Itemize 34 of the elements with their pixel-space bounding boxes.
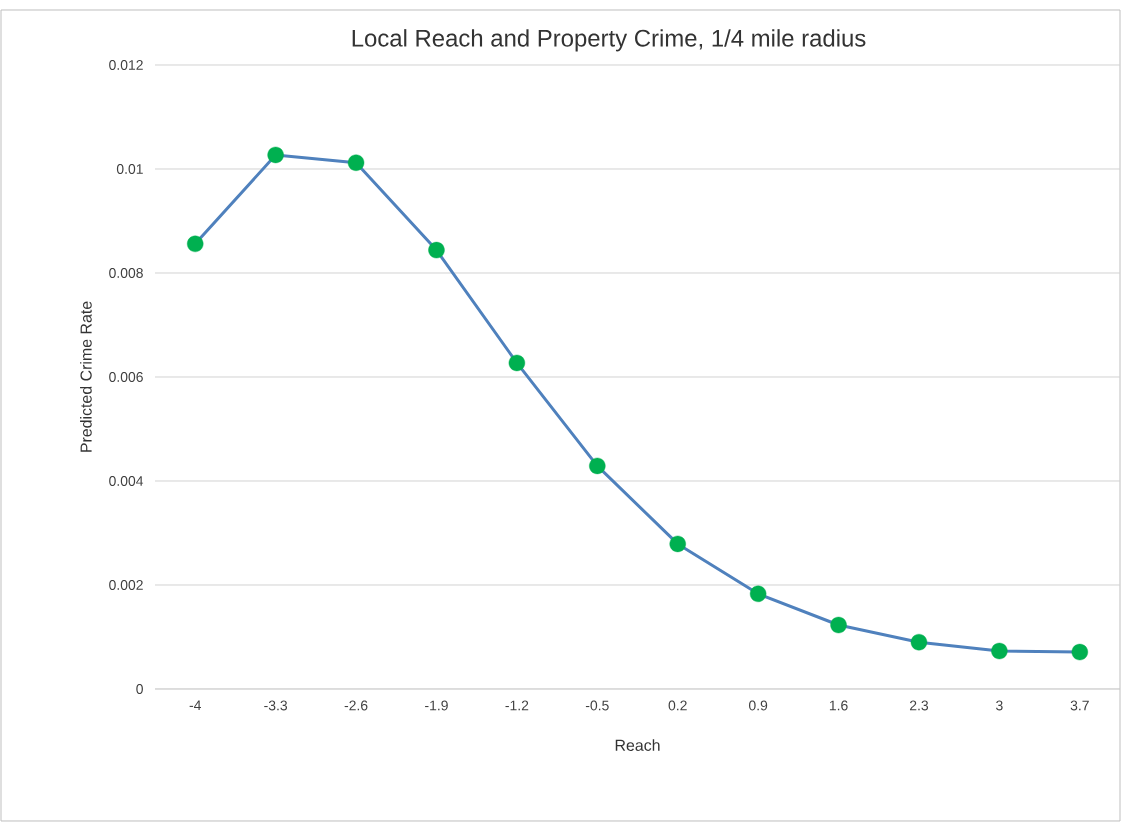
- point: [428, 241, 445, 259]
- x-tick-label: 2.3: [909, 700, 929, 711]
- x-tick-label: 3.7: [1070, 700, 1089, 711]
- chart-title: Local Reach and Property Crime, 1/4 mile radius: [352, 29, 866, 52]
- x-tick-label: -1.2: [505, 700, 529, 711]
- y-axis-title: Predicted Crime Rate: [80, 301, 92, 452]
- y-tick-label: 0.006: [109, 372, 143, 382]
- y-tick-label: 0.01: [116, 164, 143, 174]
- x-tick-label: -1.9: [425, 700, 448, 711]
- point: [508, 354, 526, 372]
- x-tick-label: 0.9: [748, 700, 768, 711]
- x-tick-label: -3.3: [264, 700, 288, 711]
- y-tick-label: 0.008: [109, 268, 143, 278]
- y-tick-label: 0.012: [109, 60, 143, 70]
- point: [910, 633, 928, 651]
- point: [1071, 643, 1089, 661]
- point: [187, 235, 204, 253]
- x-axis-title: Reach: [615, 739, 660, 751]
- point: [749, 585, 767, 603]
- point: [267, 146, 284, 164]
- x-tick-label: 3: [996, 700, 1003, 711]
- point: [347, 154, 365, 171]
- point: [991, 642, 1008, 660]
- x-tick-label: 1.6: [829, 700, 848, 711]
- x-tick-label: 0.2: [668, 700, 687, 711]
- y-tick-label: 0: [136, 684, 143, 694]
- x-tick-label: -2.6: [344, 700, 368, 711]
- x-tick-label: -0.5: [585, 700, 609, 711]
- point: [589, 457, 606, 475]
- point: [669, 535, 686, 553]
- point: [830, 616, 847, 634]
- y-tick-label: 0.004: [109, 476, 144, 486]
- x-tick-label: -4: [189, 700, 201, 711]
- y-tick-label: 0.002: [109, 580, 143, 590]
